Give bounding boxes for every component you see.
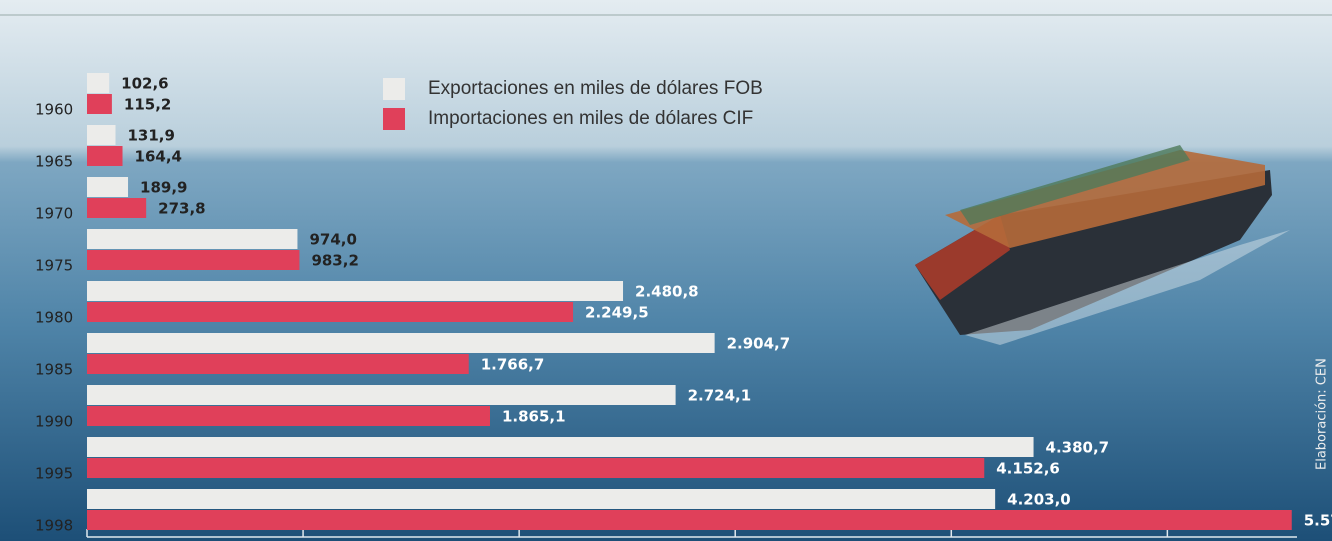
bar (87, 73, 110, 93)
value-label: 2.480,8 (635, 283, 699, 301)
bar (87, 510, 1292, 530)
bar (87, 385, 676, 405)
value-label: 4.203,0 (1007, 491, 1071, 509)
bar (87, 177, 129, 197)
bar (87, 250, 300, 270)
value-label: 1.865,1 (502, 408, 566, 426)
value-label: 1.766,7 (481, 356, 545, 374)
y-tick-label: 1975 (35, 257, 73, 275)
value-label: 2.249,5 (585, 304, 649, 322)
bar (87, 437, 1034, 457)
legend-label: Exportaciones en miles de dólares FOB (428, 78, 763, 99)
bar (87, 229, 298, 249)
bar (87, 125, 116, 145)
value-label: 974,0 (309, 231, 356, 249)
value-label: 189,9 (140, 179, 187, 197)
source: Elaboración: CEN (1315, 358, 1330, 470)
bar (87, 489, 996, 509)
legend-label: Importaciones en miles de dólares CIF (428, 108, 753, 129)
value-label: 164,4 (135, 148, 182, 166)
y-tick-label: 1998 (35, 517, 73, 535)
bar (87, 354, 469, 374)
bar (87, 302, 574, 322)
bar (87, 333, 715, 353)
legend-swatch (383, 108, 405, 130)
y-tick-label: 1985 (35, 361, 73, 379)
y-tick-label: 1960 (35, 101, 73, 119)
bar (87, 146, 123, 166)
value-label: 4.152,6 (996, 460, 1060, 478)
value-label: 4.380,7 (1046, 439, 1110, 457)
y-tick-label: 1965 (35, 153, 73, 171)
bar (87, 94, 112, 114)
bar (87, 458, 985, 478)
value-label: 5.575,7 (1304, 512, 1332, 530)
value-label: 115,2 (124, 96, 171, 114)
y-tick-label: 1990 (35, 413, 73, 431)
value-label: 983,2 (311, 252, 358, 270)
value-label: 102,6 (121, 75, 168, 93)
y-tick-label: 1995 (35, 465, 73, 483)
bar (87, 281, 624, 301)
value-label: 2.904,7 (727, 335, 791, 353)
ship (915, 145, 1290, 345)
y-tick-label: 1970 (35, 205, 73, 223)
value-label: 131,9 (127, 127, 174, 145)
value-label: 273,8 (158, 200, 205, 218)
bar (87, 406, 490, 426)
bar (87, 198, 147, 218)
value-label: 2.724,1 (688, 387, 752, 405)
y-tick-label: 1980 (35, 309, 73, 327)
legend-swatch (383, 78, 405, 100)
